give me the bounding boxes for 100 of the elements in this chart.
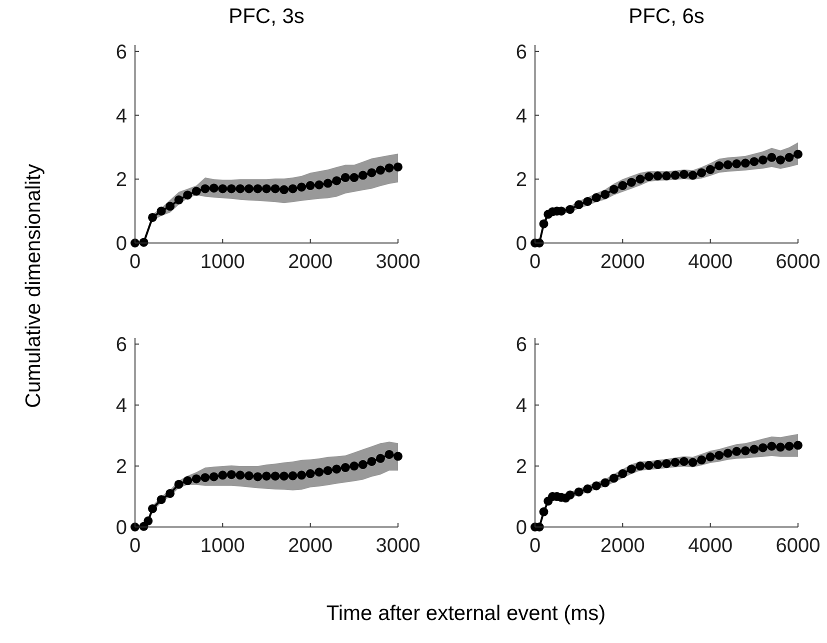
point bbox=[226, 184, 236, 194]
point bbox=[750, 444, 759, 454]
point bbox=[600, 190, 610, 199]
point bbox=[626, 178, 636, 187]
point bbox=[253, 184, 262, 194]
point bbox=[156, 495, 166, 504]
x-tick-label: 3000 bbox=[376, 251, 420, 273]
point bbox=[618, 469, 628, 478]
point bbox=[376, 166, 385, 175]
y-tick-label: 0 bbox=[116, 233, 127, 255]
point bbox=[566, 204, 575, 214]
point bbox=[314, 180, 324, 190]
point bbox=[236, 470, 245, 480]
point bbox=[376, 454, 385, 463]
point bbox=[574, 487, 584, 496]
point bbox=[209, 472, 218, 482]
point bbox=[288, 471, 298, 480]
y-tick-label: 4 bbox=[116, 105, 127, 128]
point bbox=[144, 516, 153, 526]
point bbox=[209, 184, 218, 193]
point bbox=[740, 158, 750, 168]
point bbox=[148, 504, 158, 514]
point bbox=[592, 193, 601, 202]
y-tick-label: 4 bbox=[516, 105, 527, 128]
point bbox=[306, 469, 315, 478]
point bbox=[723, 160, 732, 170]
point bbox=[680, 170, 689, 179]
point bbox=[618, 181, 628, 190]
y-axis-title: Cumulative dimensionality bbox=[22, 164, 45, 408]
point bbox=[384, 163, 394, 172]
point bbox=[314, 468, 324, 477]
point bbox=[688, 170, 698, 180]
point bbox=[244, 184, 254, 194]
point bbox=[340, 463, 350, 472]
point bbox=[653, 171, 662, 180]
point bbox=[697, 455, 706, 464]
point bbox=[670, 170, 680, 180]
chart-title: PFC, 6s bbox=[628, 5, 704, 28]
point bbox=[636, 174, 645, 184]
point bbox=[270, 184, 280, 194]
point bbox=[776, 155, 785, 164]
point bbox=[280, 472, 289, 481]
point bbox=[680, 456, 689, 466]
point bbox=[758, 443, 768, 452]
point bbox=[566, 490, 575, 500]
point bbox=[784, 442, 794, 451]
point bbox=[609, 474, 618, 483]
x-tick-label: 4000 bbox=[688, 535, 733, 557]
point bbox=[174, 195, 184, 204]
point bbox=[367, 456, 376, 466]
y-tick-label: 2 bbox=[116, 456, 127, 478]
y-tick-label: 2 bbox=[516, 456, 527, 478]
point bbox=[583, 484, 592, 494]
point bbox=[130, 238, 140, 248]
point bbox=[297, 470, 306, 480]
point bbox=[200, 184, 210, 194]
point bbox=[644, 460, 654, 470]
point bbox=[253, 472, 262, 482]
point bbox=[740, 446, 750, 456]
point bbox=[174, 480, 184, 489]
x-tick-label: 6000 bbox=[776, 251, 820, 273]
point bbox=[732, 446, 742, 456]
point bbox=[714, 161, 724, 170]
point bbox=[244, 471, 254, 480]
point bbox=[183, 190, 192, 200]
point bbox=[776, 442, 785, 452]
point bbox=[794, 440, 802, 450]
x-tick-label: 1000 bbox=[200, 251, 245, 273]
point bbox=[662, 171, 671, 180]
point bbox=[218, 184, 228, 194]
point bbox=[306, 181, 315, 190]
x-tick-label: 2000 bbox=[288, 251, 333, 273]
point bbox=[166, 488, 175, 498]
point bbox=[758, 155, 768, 164]
point bbox=[688, 458, 698, 467]
point bbox=[750, 157, 759, 166]
point bbox=[350, 462, 359, 471]
point bbox=[236, 184, 245, 194]
x-tick-label: 4000 bbox=[688, 251, 733, 273]
point bbox=[340, 173, 350, 182]
y-tick-label: 0 bbox=[116, 517, 127, 539]
point bbox=[323, 466, 332, 476]
point bbox=[539, 219, 548, 228]
point bbox=[270, 472, 280, 481]
x-tick-label: 0 bbox=[529, 535, 541, 557]
point bbox=[600, 478, 610, 488]
point bbox=[280, 185, 289, 194]
point bbox=[192, 186, 201, 196]
point bbox=[323, 178, 332, 188]
x-axis-title: Time after external event (ms) bbox=[326, 602, 606, 625]
point bbox=[592, 481, 601, 490]
y-tick-label: 6 bbox=[116, 334, 127, 356]
x-tick-label: 0 bbox=[129, 535, 141, 557]
x-tick-label: 2000 bbox=[600, 251, 645, 273]
y-tick-label: 2 bbox=[116, 169, 127, 192]
point bbox=[166, 202, 175, 211]
point bbox=[706, 165, 715, 174]
y-tick-label: 6 bbox=[516, 334, 527, 356]
point bbox=[262, 184, 271, 194]
point bbox=[583, 196, 592, 206]
